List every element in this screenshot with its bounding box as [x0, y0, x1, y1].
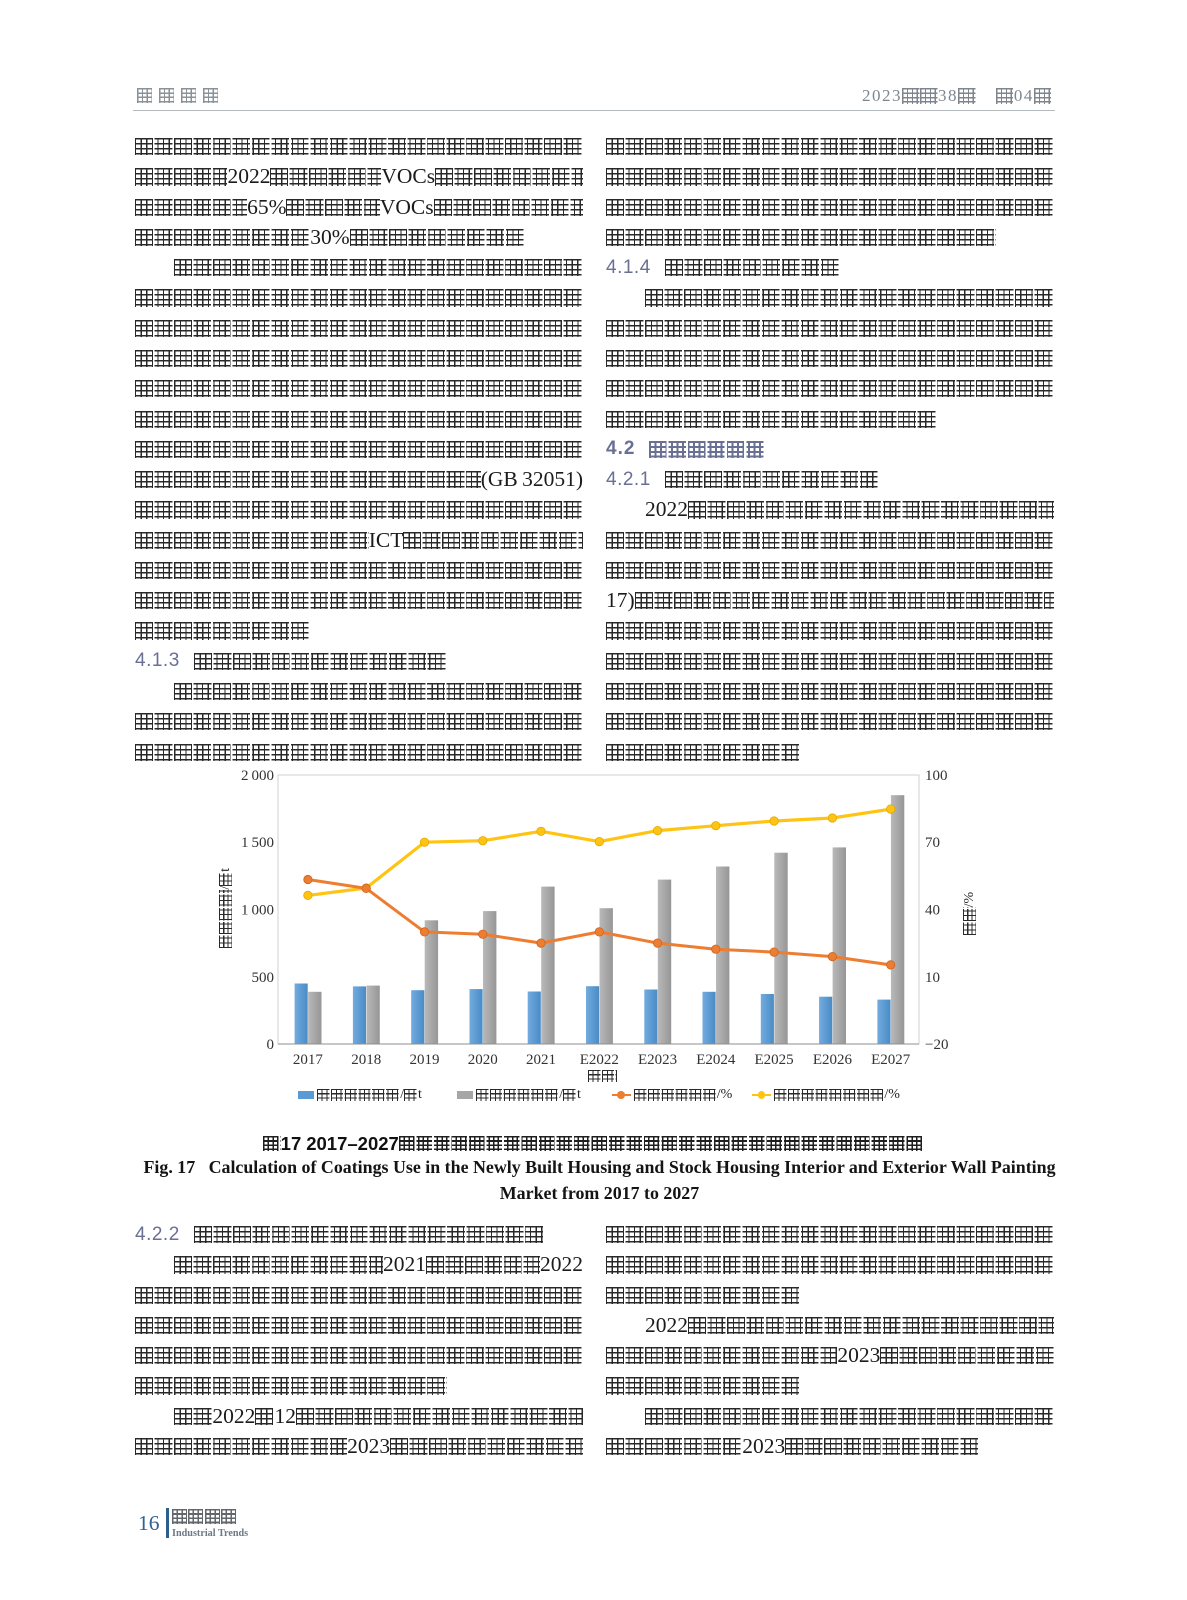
svg-text:E2023: E2023 [638, 1052, 677, 1068]
svg-text:E2024: E2024 [696, 1052, 736, 1068]
svg-text:0: 0 [267, 1037, 275, 1053]
svg-text:1 000: 1 000 [241, 903, 274, 919]
svg-text:1 500: 1 500 [241, 835, 274, 851]
svg-text:E2026: E2026 [813, 1052, 853, 1068]
svg-text:E2027: E2027 [871, 1052, 911, 1068]
svg-text:2017: 2017 [293, 1052, 324, 1068]
svg-text:−20: −20 [925, 1037, 948, 1053]
svg-text:2 000: 2 000 [241, 768, 274, 784]
svg-text:2020: 2020 [468, 1052, 498, 1068]
svg-text:2018: 2018 [351, 1052, 381, 1068]
svg-text:40: 40 [925, 903, 940, 919]
svg-text:E2025: E2025 [755, 1052, 794, 1068]
svg-text:70: 70 [925, 835, 940, 851]
svg-text:100: 100 [925, 768, 948, 784]
svg-text:2021: 2021 [526, 1052, 556, 1068]
svg-text:2019: 2019 [410, 1052, 440, 1068]
svg-text:10: 10 [925, 970, 940, 986]
svg-text:500: 500 [252, 970, 275, 986]
svg-text:E2022: E2022 [580, 1052, 619, 1068]
